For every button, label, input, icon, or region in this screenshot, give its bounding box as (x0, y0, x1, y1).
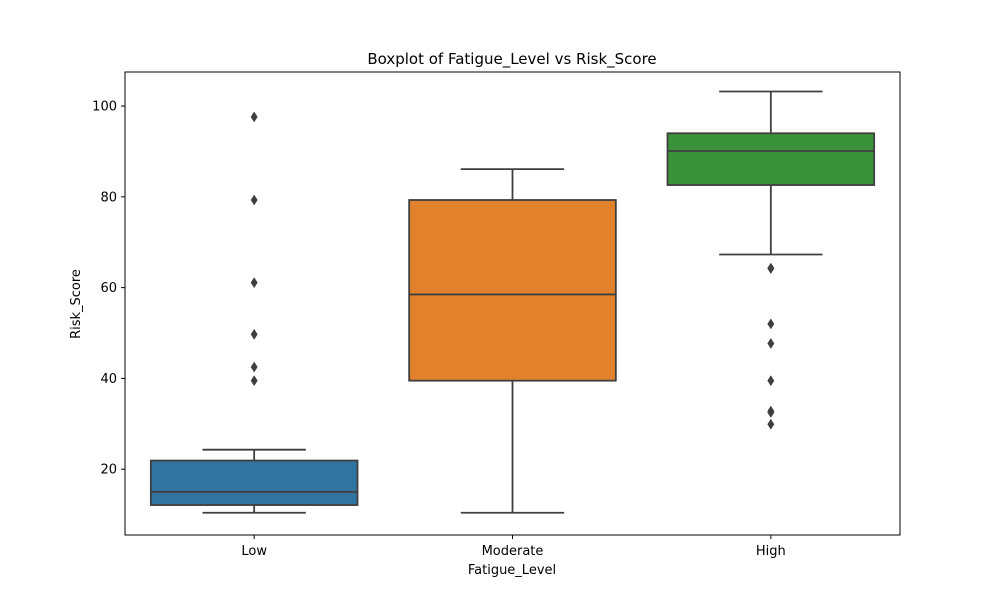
outlier-point (250, 361, 258, 373)
y-tick-label: 40 (100, 372, 117, 387)
y-axis-label: Risk_Score (69, 269, 84, 339)
iqr-box (666, 132, 876, 186)
outlier-point (767, 337, 775, 349)
outlier-point (767, 375, 775, 387)
outlier-point (250, 194, 258, 206)
x-tick-label: Low (241, 544, 267, 559)
y-tick-label: 20 (100, 463, 117, 478)
iqr-box (149, 459, 359, 506)
y-tick-label: 60 (100, 281, 117, 296)
box-high (666, 90, 876, 430)
y-tick-label: 100 (92, 100, 117, 115)
boxes-layer (149, 90, 876, 514)
iqr-box (408, 199, 617, 382)
outlier-point (767, 418, 775, 430)
y-tick-label: 80 (100, 190, 117, 205)
x-tick-label: High (756, 544, 786, 559)
outlier-point (250, 375, 258, 387)
x-axis: Low Moderate High (241, 535, 786, 559)
y-axis: 20 40 60 80 100 (92, 100, 125, 478)
outlier-point (767, 263, 775, 275)
x-tick-label: Moderate (482, 544, 544, 559)
box-low (149, 111, 359, 514)
box-moderate (408, 168, 617, 514)
x-axis-label: Fatigue_Level (468, 563, 556, 578)
outlier-point (767, 318, 775, 330)
chart-title: Boxplot of Fatigue_Level vs Risk_Score (367, 50, 656, 69)
outlier-point (767, 406, 775, 418)
outlier-point (250, 111, 258, 123)
outlier-point (250, 328, 258, 340)
outlier-point (250, 277, 258, 289)
